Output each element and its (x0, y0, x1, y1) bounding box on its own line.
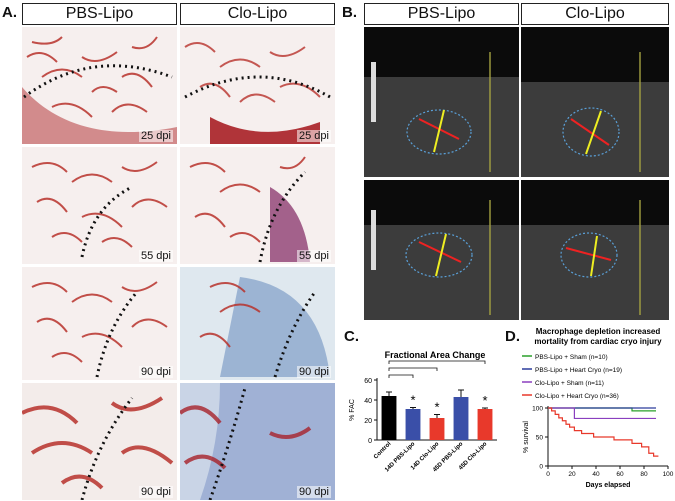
ultrasound-image (364, 52, 519, 177)
x-tick-label: 60 (616, 471, 624, 478)
histology-pbs-90dpi-zoom: 90 dpi (22, 383, 177, 500)
x-tick-label: 20 (568, 471, 576, 478)
bar (405, 409, 421, 440)
legend-label: Clo-Lipo + Heart Cryo (n=36) (535, 393, 619, 400)
panel-a-header-clo: Clo-Lipo (180, 3, 335, 25)
ultrasound-pbs-top (364, 27, 519, 177)
panel-a-header-pbs: PBS-Lipo (22, 3, 177, 25)
y-tick-label: 0 (368, 438, 372, 445)
histology-image (22, 36, 177, 144)
histology-clo-90dpi-zoom: 90 dpi (180, 383, 335, 500)
legend-label: PBS-Lipo + Sham (n=10) (535, 354, 608, 361)
panel-b-header-pbs: PBS-Lipo (364, 3, 519, 25)
x-tick-label: Control (373, 441, 393, 461)
dpi-label: 55 dpi (139, 250, 173, 262)
y-tick-label: 60 (364, 378, 372, 385)
y-tick-label: 40 (364, 398, 372, 405)
histology-pbs-55dpi: 55 dpi (22, 147, 177, 264)
x-axis-label: Days elapsed (586, 482, 631, 489)
legend-label: PBS-Lipo + Heart Cryo (n=19) (535, 367, 622, 374)
significance-star: * (482, 393, 487, 408)
dpi-label: 90 dpi (297, 366, 331, 378)
histology-image (184, 42, 331, 144)
histology-image (199, 277, 330, 378)
dpi-label: 90 dpi (297, 486, 331, 498)
y-tick-label: 100 (532, 406, 543, 413)
panel-d-label: D. (505, 328, 520, 345)
bar (429, 418, 445, 440)
survival-series-line (548, 407, 659, 457)
histology-clo-90dpi: 90 dpi (180, 267, 335, 380)
ultrasound-clo-bottom (521, 180, 669, 320)
histology-image (22, 396, 174, 500)
bar (381, 396, 397, 440)
panel-c-label: C. (344, 328, 359, 345)
histology-image (189, 156, 310, 263)
dpi-label: 90 dpi (139, 366, 173, 378)
significance-bracket (388, 367, 438, 371)
dpi-label: 25 dpi (297, 130, 331, 142)
histology-pbs-25dpi: 25 dpi (22, 27, 177, 144)
dpi-label: 55 dpi (297, 250, 331, 262)
fac-bar-chart: Fractional Area Change 0 20 40 60 % FAC Contro… (349, 350, 497, 473)
chart-title-line2: mortality from cardiac cryo injury (534, 337, 662, 346)
legend-label: Clo-Lipo + Sham (n=11) (535, 380, 604, 387)
ultrasound-image (521, 52, 669, 177)
significance-bracket (388, 374, 414, 378)
panel-b-label: B. (342, 4, 357, 21)
panel-a-label: A. (2, 4, 17, 21)
y-axis-label: % FAC (349, 399, 356, 421)
significance-star: * (410, 393, 415, 408)
histology-image (180, 383, 335, 500)
significance-bracket (388, 360, 486, 364)
ultrasound-clo-top (521, 27, 669, 177)
bar (477, 409, 493, 440)
x-tick-label: 80 (640, 471, 648, 478)
y-axis-label: % survival (523, 421, 530, 453)
dpi-label: 25 dpi (139, 130, 173, 142)
survival-chart: Macrophage depletion increasedmortality … (522, 327, 674, 489)
ultrasound-image (521, 200, 669, 320)
chart-title-line1: Macrophage depletion increased (536, 327, 661, 336)
bar (453, 397, 469, 440)
x-tick-label: 100 (663, 471, 674, 478)
x-tick-label: 40 (592, 471, 600, 478)
chart-title: Fractional Area Change (385, 350, 486, 360)
ultrasound-pbs-bottom (364, 180, 519, 320)
histology-pbs-90dpi: 90 dpi (22, 267, 177, 380)
y-tick-label: 0 (539, 464, 543, 471)
histology-clo-55dpi: 55 dpi (180, 147, 335, 264)
dpi-label: 90 dpi (139, 486, 173, 498)
y-tick-label: 20 (364, 418, 372, 425)
x-tick-label: 0 (546, 471, 550, 478)
histology-clo-25dpi: 25 dpi (180, 27, 335, 144)
histology-image (31, 281, 168, 378)
y-tick-label: 50 (536, 435, 544, 442)
histology-image (31, 161, 168, 258)
ultrasound-image (364, 200, 519, 320)
panel-b-header-clo: Clo-Lipo (521, 3, 669, 25)
survival-series-line (548, 407, 656, 420)
significance-star: * (434, 400, 439, 415)
